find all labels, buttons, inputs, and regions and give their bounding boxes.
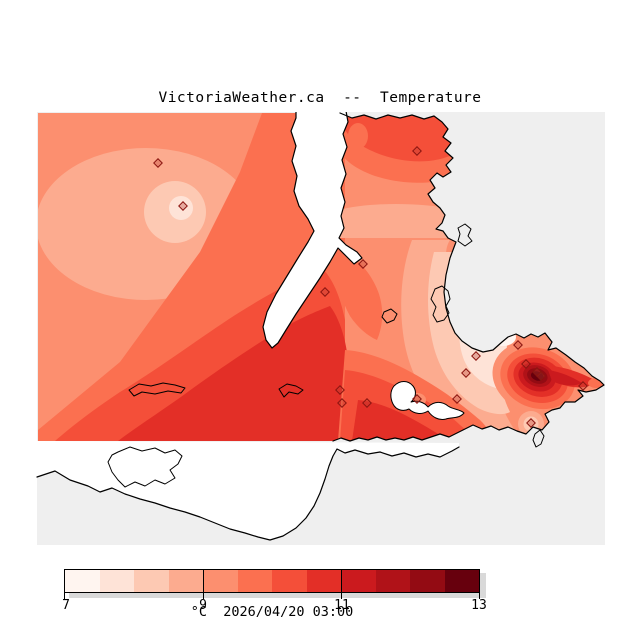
colorbar-segment-5 — [203, 570, 238, 592]
colorbar-label-13: 13 — [471, 598, 487, 613]
station-diamond-icon — [521, 359, 531, 369]
colorbar — [64, 569, 480, 593]
colorbar-segment-7 — [272, 570, 307, 592]
colorbar-tick-13 — [478, 593, 480, 599]
station-diamond-icon — [526, 418, 536, 428]
main-coastline — [332, 112, 605, 442]
station-diamond-icon — [578, 381, 588, 391]
colorbar-segment-8 — [306, 570, 341, 592]
station-diamond-icon — [412, 146, 422, 156]
colorbar-segment-4 — [168, 570, 203, 592]
hotspot-rings — [492, 341, 583, 416]
colorbar-segment-3 — [134, 570, 169, 592]
colorbar-segment-9 — [341, 570, 376, 592]
station-diamond-icon — [461, 368, 471, 378]
station-diamond-icon — [362, 398, 372, 408]
coal-island — [457, 223, 473, 247]
saanich-inlet-water — [262, 110, 363, 349]
south-coastline — [36, 446, 460, 541]
station-diamond-icon — [513, 340, 523, 350]
station-diamond-icon — [178, 201, 188, 211]
station-markers — [153, 146, 588, 428]
trial-island — [532, 429, 545, 448]
station-diamond-icon — [452, 394, 462, 404]
langford-lake — [278, 383, 304, 398]
colorbar-segment-1 — [65, 570, 100, 592]
island-band4 — [338, 204, 458, 238]
west-lake — [128, 382, 186, 397]
colorbar-segment-6 — [237, 570, 272, 592]
colorbar-segment-11 — [410, 570, 445, 592]
colorbar-segment-10 — [375, 570, 410, 592]
elk-lake — [430, 285, 451, 323]
prospect-lake — [381, 308, 398, 324]
station-diamond-icon — [153, 158, 163, 168]
colorbar-segment-2 — [99, 570, 134, 592]
island-band7 — [338, 113, 458, 162]
colorbar-tick-9 — [202, 593, 204, 599]
colorbar-label-11: 11 — [334, 598, 350, 613]
colorbar-label-7: 7 — [62, 598, 70, 613]
island-band6-patch — [348, 123, 368, 149]
strait-water — [37, 441, 459, 540]
colorbar-label-9: 9 — [199, 598, 207, 613]
sooke-basin — [107, 446, 183, 488]
station-diamond-icon — [412, 394, 422, 404]
south-band8 — [352, 400, 448, 441]
hot-tongue-band9 — [548, 370, 582, 386]
colorbar-tick-11 — [341, 593, 343, 599]
colorbar-caption: °C 2026/04/20 03:00 — [190, 604, 354, 620]
inlet-east-band6 — [336, 248, 383, 340]
colorbar-tick-7 — [64, 593, 66, 599]
warm-band8 — [118, 306, 349, 441]
station-diamond-icon — [320, 287, 330, 297]
page-title: VictoriaWeather.ca -- Temperature — [158, 90, 482, 106]
colorbar-segment-12 — [444, 570, 479, 592]
station-diamond-icon — [358, 259, 368, 269]
station-diamond-icon — [471, 351, 481, 361]
channel-top-mask — [288, 106, 352, 112]
colorbar-divider-9 — [202, 569, 204, 593]
station-diamond-icon — [536, 371, 546, 381]
station-diamond-icon — [337, 398, 347, 408]
station-diamond-icon — [335, 385, 345, 395]
colorbar-divider-11 — [341, 569, 343, 593]
